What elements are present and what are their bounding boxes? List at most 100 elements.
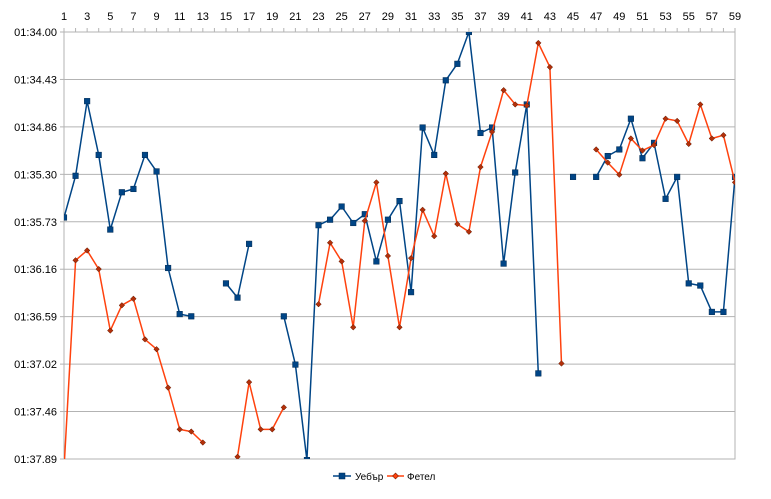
data-point	[61, 466, 67, 472]
data-point	[130, 295, 137, 302]
y-tick-label: 01:37.89	[14, 454, 57, 466]
data-point	[315, 301, 322, 308]
data-point	[72, 172, 79, 179]
series-layer	[61, 32, 761, 472]
data-point	[442, 170, 449, 177]
plot-area-frame	[63, 31, 736, 460]
data-point	[535, 370, 542, 377]
x-tick-label: 23	[312, 11, 324, 23]
data-point	[454, 60, 461, 67]
data-point	[546, 63, 554, 71]
data-point	[674, 117, 681, 125]
data-point	[569, 173, 577, 180]
x-tick-label: 45	[567, 11, 579, 23]
y-tick-label: 01:35.73	[14, 217, 57, 229]
x-tick-label: 29	[382, 11, 394, 23]
series-line	[64, 32, 735, 459]
data-point	[315, 222, 322, 229]
data-point	[639, 155, 646, 162]
data-point	[118, 302, 125, 309]
x-tick-label: 55	[683, 11, 695, 23]
data-point	[616, 146, 623, 153]
legend-item-vettel: Фетел	[387, 472, 436, 483]
data-point	[650, 141, 658, 149]
data-point	[720, 132, 727, 139]
data-point	[419, 124, 426, 131]
data-point	[431, 233, 438, 240]
x-tick-label: 7	[130, 11, 136, 23]
x-tick-label: 57	[706, 11, 718, 23]
x-tick-label: 17	[243, 11, 255, 23]
data-point	[361, 211, 368, 218]
x-tick-label: 37	[474, 11, 486, 23]
data-point	[95, 265, 102, 273]
y-tick-label: 01:34.43	[14, 74, 57, 86]
data-point	[488, 128, 496, 136]
series-vettel	[61, 39, 761, 472]
data-point	[384, 216, 391, 223]
y-axis-tick-labels: 01:34.00 01:34.43 01:34.86 01:35.30 01:35.73…	[14, 27, 57, 466]
data-point	[95, 151, 102, 158]
data-point	[153, 168, 160, 175]
y-tick-label: 01:35.30	[14, 169, 57, 181]
x-tick-label: 21	[289, 11, 301, 23]
data-point	[269, 426, 276, 433]
data-point	[639, 147, 646, 154]
data-point	[627, 135, 635, 142]
data-point	[338, 258, 345, 265]
x-tick-label: 25	[336, 11, 348, 23]
data-point	[744, 361, 750, 367]
data-point	[396, 324, 403, 331]
x-tick-label: 35	[451, 11, 463, 23]
x-tick-label: 3	[84, 11, 90, 23]
data-point	[697, 101, 704, 108]
data-point	[465, 228, 473, 235]
data-point	[708, 308, 715, 315]
data-point	[176, 311, 183, 318]
y-tick-label: 01:34.86	[14, 122, 57, 134]
data-point	[604, 159, 611, 166]
legend: Уебър Фетел	[333, 471, 436, 483]
data-point	[292, 361, 299, 368]
data-point	[500, 260, 507, 267]
x-tick-label: 27	[359, 11, 371, 23]
data-point	[234, 453, 241, 459]
x-tick-label: 59	[729, 11, 741, 23]
data-point	[188, 313, 195, 320]
x-tick-label: 43	[544, 11, 556, 23]
x-tick-label: 39	[497, 11, 509, 23]
legend-vettel-label: Фетел	[407, 472, 436, 483]
x-tick-label: 41	[521, 11, 533, 23]
data-point	[118, 189, 125, 196]
x-tick-label: 53	[659, 11, 671, 23]
x-tick-label: 49	[613, 11, 625, 23]
data-point	[558, 360, 565, 367]
legend-webber-label: Уебър	[355, 471, 384, 483]
data-point	[338, 203, 345, 210]
data-point	[303, 457, 310, 459]
data-point	[477, 163, 484, 171]
data-point	[188, 428, 195, 435]
data-point	[83, 247, 91, 254]
data-point	[153, 346, 160, 353]
legend-vettel-marker	[392, 472, 399, 480]
data-point	[755, 266, 761, 272]
data-point	[141, 336, 149, 343]
data-point	[697, 282, 704, 289]
legend-webber-marker	[338, 472, 346, 480]
x-tick-label: 1	[61, 11, 67, 23]
data-point	[350, 219, 357, 227]
series-webber	[64, 32, 750, 459]
data-point	[326, 239, 334, 246]
y-tick-label: 01:37.02	[14, 359, 57, 371]
data-point	[407, 254, 415, 262]
x-tick-label: 15	[220, 11, 232, 23]
data-point	[64, 214, 68, 221]
data-point	[280, 313, 287, 320]
data-point	[431, 151, 438, 158]
data-point	[674, 173, 681, 180]
data-point	[245, 379, 253, 386]
data-point	[500, 87, 507, 94]
data-point	[627, 115, 634, 122]
